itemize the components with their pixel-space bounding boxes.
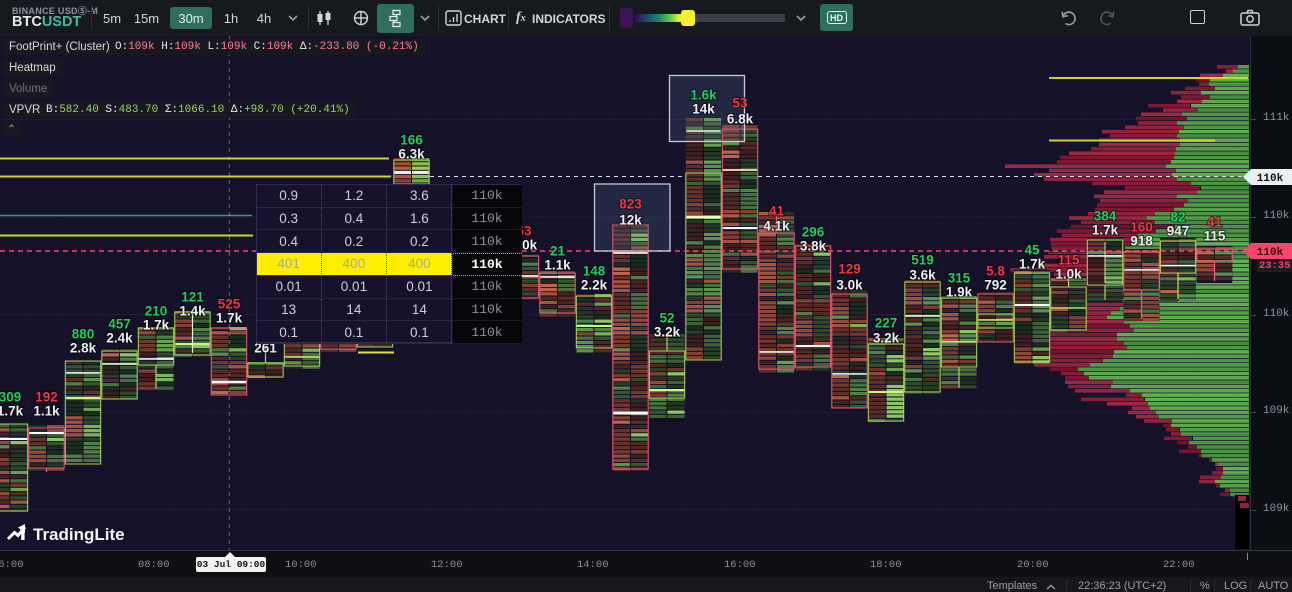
svg-text:1.1k: 1.1k [33, 404, 60, 419]
svg-text:309: 309 [0, 390, 21, 405]
svg-text:1.7k: 1.7k [0, 404, 24, 419]
svg-text:12k: 12k [619, 213, 642, 228]
svg-text:519: 519 [911, 253, 934, 268]
svg-text:21: 21 [550, 244, 566, 259]
svg-text:6.8k: 6.8k [727, 112, 754, 127]
svg-text:82: 82 [1170, 210, 1185, 225]
svg-text:1.7k: 1.7k [1092, 223, 1119, 238]
svg-text:1.7k: 1.7k [1019, 257, 1046, 272]
svg-text:1.6k: 1.6k [690, 88, 717, 103]
svg-text:3.6k: 3.6k [909, 268, 936, 283]
svg-text:457: 457 [108, 317, 131, 332]
svg-text:918: 918 [1130, 234, 1153, 249]
svg-text:2.2k: 2.2k [581, 278, 608, 293]
svg-text:166: 166 [400, 133, 423, 148]
svg-text:315: 315 [948, 271, 971, 286]
svg-text:296: 296 [802, 225, 825, 240]
svg-text:4.1k: 4.1k [763, 219, 790, 234]
svg-text:110k: 110k [1257, 247, 1284, 259]
svg-text:3.2k: 3.2k [873, 331, 900, 346]
svg-text:41: 41 [769, 204, 785, 219]
svg-text:148: 148 [583, 264, 606, 279]
svg-text:3.2k: 3.2k [654, 325, 681, 340]
svg-text:110k: 110k [1257, 173, 1284, 185]
svg-text:227: 227 [875, 316, 898, 331]
svg-text:52: 52 [659, 311, 674, 326]
svg-text:823: 823 [619, 197, 642, 212]
svg-text:3.0k: 3.0k [836, 278, 863, 293]
svg-text:129: 129 [838, 262, 861, 277]
svg-text:1.7k: 1.7k [216, 311, 243, 326]
svg-text:1.9k: 1.9k [946, 285, 973, 300]
svg-text:2.8k: 2.8k [70, 341, 97, 356]
svg-text:115: 115 [1058, 253, 1080, 268]
svg-text:1.7k: 1.7k [143, 318, 170, 333]
svg-text:792: 792 [984, 278, 1007, 293]
svg-text:14k: 14k [692, 102, 715, 117]
svg-text:210: 210 [145, 304, 168, 319]
svg-text:TradingLite: TradingLite [33, 525, 125, 544]
svg-text:1.1k: 1.1k [544, 258, 571, 273]
svg-text:1.4k: 1.4k [179, 304, 206, 319]
svg-text:525: 525 [218, 297, 241, 312]
svg-text:115: 115 [1204, 229, 1226, 244]
svg-text:880: 880 [72, 327, 95, 342]
svg-text:947: 947 [1167, 224, 1190, 239]
svg-text:45: 45 [1024, 243, 1040, 258]
svg-text:5.8: 5.8 [986, 264, 1005, 279]
svg-text:160: 160 [1130, 220, 1153, 235]
svg-text:6.3k: 6.3k [398, 147, 425, 162]
svg-text:1.0k: 1.0k [1055, 267, 1082, 282]
svg-text:41: 41 [1207, 215, 1223, 230]
svg-text:2.4k: 2.4k [106, 331, 133, 346]
svg-text:192: 192 [35, 390, 58, 405]
svg-text:384: 384 [1094, 209, 1117, 224]
svg-text:53: 53 [732, 96, 748, 111]
svg-text:121: 121 [181, 290, 204, 305]
svg-text:3.8k: 3.8k [800, 239, 827, 254]
